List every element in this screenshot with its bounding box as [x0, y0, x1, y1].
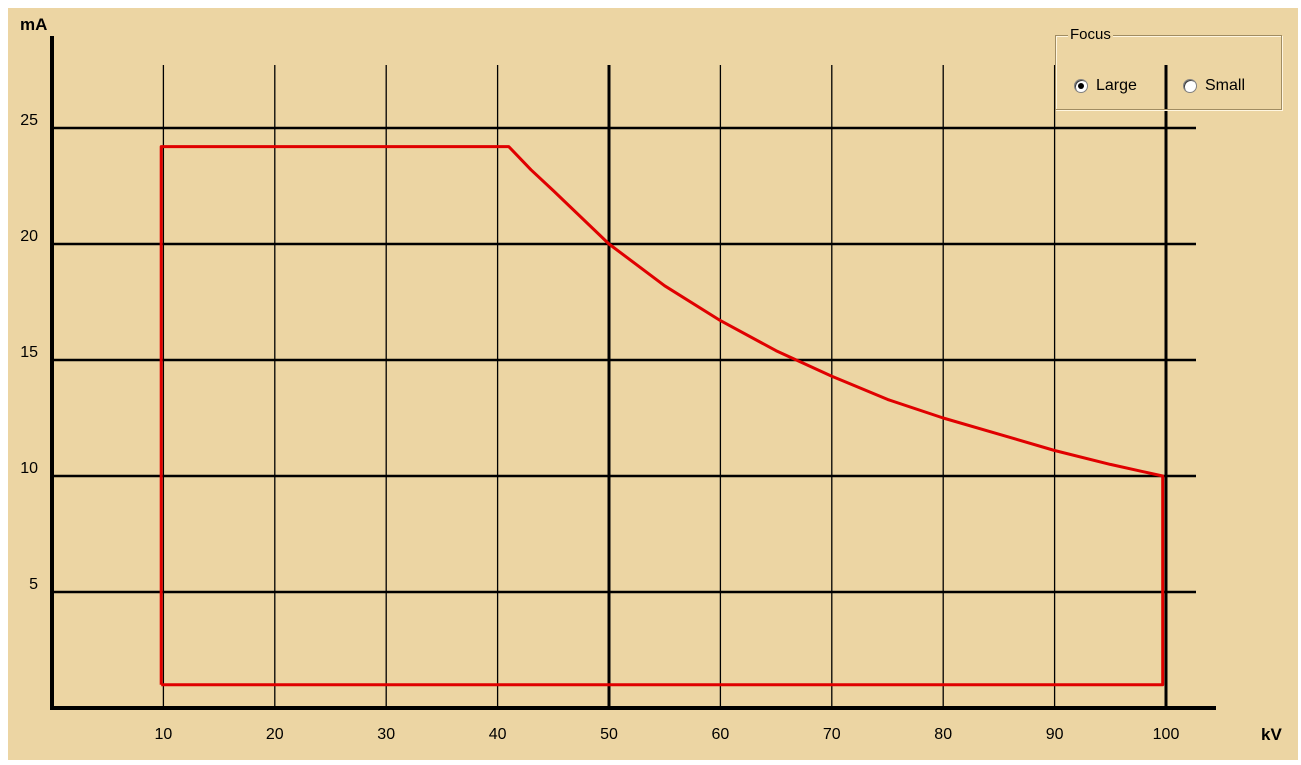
x-tick-label: 50	[600, 726, 618, 743]
x-tick-label: 40	[489, 726, 507, 743]
focus-small-radio[interactable]: Small	[1183, 77, 1245, 95]
x-tick-label: 70	[823, 726, 841, 743]
y-tick-label: 10	[20, 460, 38, 477]
chart: 10 20 30 40 50 60 70 80 90 100 5 10 15 20 25	[20, 36, 1216, 743]
radio-selected-dot	[1078, 83, 1084, 89]
chart-panel: 10 20 30 40 50 60 70 80 90 100 5 10 15 20 25 mA kV Foc…	[8, 8, 1298, 760]
y-tick-label: 20	[20, 228, 38, 245]
x-tick-label: 60	[712, 726, 730, 743]
x-tick-label: 30	[377, 726, 395, 743]
power-limit-curve	[159, 145, 1165, 687]
y-tick-label: 25	[20, 112, 38, 129]
x-tick-label: 100	[1153, 726, 1180, 743]
y-tick-label: 5	[29, 576, 38, 593]
focus-small-label: Small	[1205, 77, 1246, 94]
x-tick-label: 10	[155, 726, 173, 743]
radio-indicator	[1074, 79, 1088, 93]
radio-indicator	[1183, 79, 1197, 93]
focus-large-radio[interactable]: Large	[1074, 77, 1137, 95]
x-tick-label: 80	[934, 726, 952, 743]
x-axis-title: kV	[1261, 725, 1282, 744]
x-tick-label: 20	[266, 726, 284, 743]
focus-groupbox: Focus Large Small	[1055, 26, 1282, 110]
focus-large-label: Large	[1096, 77, 1137, 94]
x-tick-label: 90	[1046, 726, 1064, 743]
y-tick-label: 15	[20, 344, 38, 361]
y-axis-title: mA	[20, 15, 48, 34]
focus-groupbox-title: Focus	[1068, 26, 1113, 43]
